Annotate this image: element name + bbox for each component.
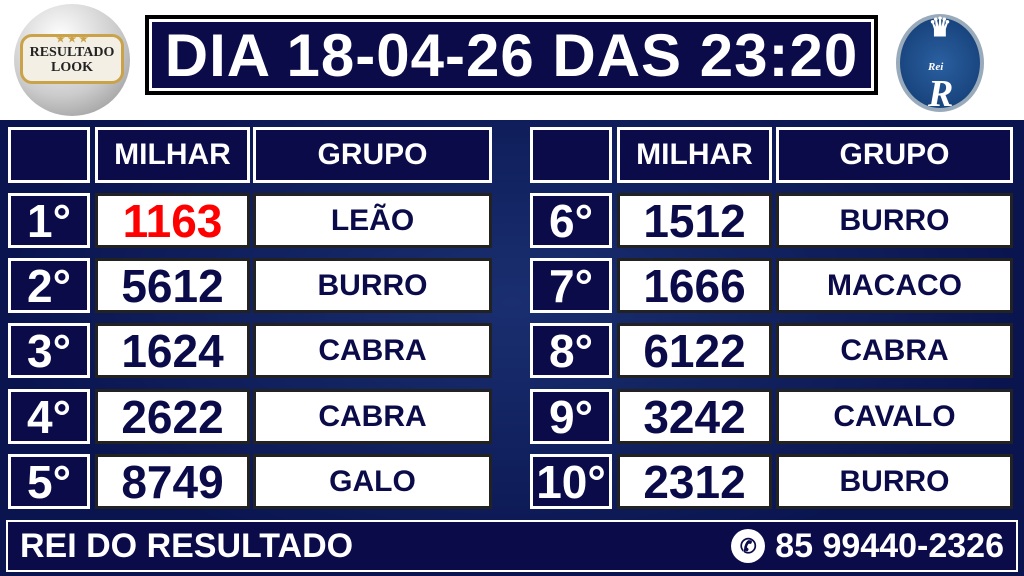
milhar-value: 1163	[95, 193, 250, 248]
grupo-value: GALO	[253, 454, 492, 509]
position-label: 6°	[530, 193, 612, 248]
resultado-look-logo: ★ ★ ★ RESULTADO LOOK	[14, 4, 130, 116]
milhar-value: 2622	[95, 389, 250, 444]
position-label: 8°	[530, 323, 612, 378]
grupo-value: CABRA	[776, 323, 1013, 378]
whatsapp-icon: ✆	[731, 529, 766, 563]
crown-icon: ♛	[928, 12, 952, 42]
grupo-value: LEÃO	[253, 193, 492, 248]
grupo-value: BURRO	[776, 454, 1013, 509]
position-label: 1°	[8, 193, 90, 248]
header-milhar: MILHAR	[617, 127, 772, 183]
milhar-value: 2312	[617, 454, 772, 509]
grupo-value: CABRA	[253, 389, 492, 444]
header-grupo: GRUPO	[253, 127, 492, 183]
position-label: 4°	[8, 389, 90, 444]
position-label: 3°	[8, 323, 90, 378]
footer-phone[interactable]: 85 99440-2326	[775, 526, 1004, 565]
rei-logo: ♛ Rei R	[896, 4, 984, 115]
position-label: 7°	[530, 258, 612, 313]
milhar-value: 1512	[617, 193, 772, 248]
milhar-value: 5612	[95, 258, 250, 313]
header-milhar: MILHAR	[95, 127, 250, 183]
header-blank	[8, 127, 90, 183]
header-grupo: GRUPO	[776, 127, 1013, 183]
milhar-value: 8749	[95, 454, 250, 509]
position-label: 2°	[8, 258, 90, 313]
title-box: DIA 18-04-26 DAS 23:20	[145, 15, 878, 95]
rei-logo-text: Rei R	[928, 61, 954, 115]
milhar-value: 3242	[617, 389, 772, 444]
position-label: 10°	[530, 454, 612, 509]
grupo-value: MACACO	[776, 258, 1013, 313]
grupo-value: BURRO	[776, 193, 1013, 248]
page-title: DIA 18-04-26 DAS 23:20	[149, 19, 874, 91]
grupo-value: BURRO	[253, 258, 492, 313]
milhar-value: 6122	[617, 323, 772, 378]
footer: REI DO RESULTADO ✆ 85 99440-2326	[6, 520, 1018, 572]
footer-brand: REI DO RESULTADO	[20, 526, 354, 565]
milhar-value: 1666	[617, 258, 772, 313]
milhar-value: 1624	[95, 323, 250, 378]
position-label: 5°	[8, 454, 90, 509]
header-blank	[530, 127, 612, 183]
grupo-value: CABRA	[253, 323, 492, 378]
position-label: 9°	[530, 389, 612, 444]
grupo-value: CAVALO	[776, 389, 1013, 444]
